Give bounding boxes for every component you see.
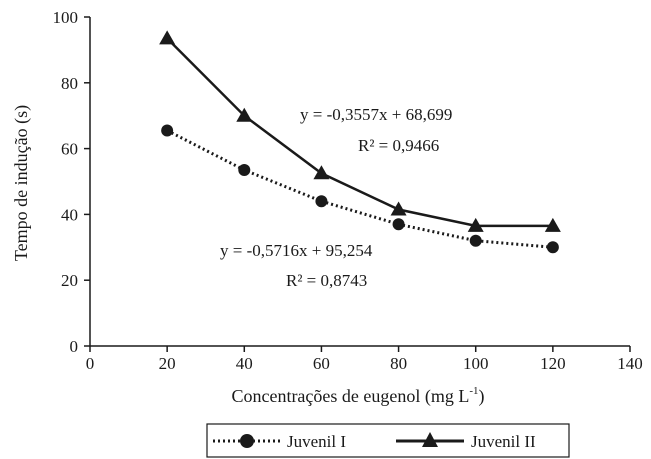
data-point-series-2 bbox=[159, 30, 176, 45]
x-axis-ticks: 0 20 40 60 80 100 120 140 bbox=[86, 346, 643, 373]
data-point-series-2 bbox=[313, 165, 330, 180]
legend-label-juvenil-ii: Juvenil II bbox=[471, 432, 536, 451]
x-axis-title-suffix: ) bbox=[479, 386, 485, 407]
legend: Juvenil I Juvenil II bbox=[206, 423, 570, 458]
legend-marker-juvenil-ii bbox=[422, 432, 438, 447]
x-axis-title-superscript: -1 bbox=[469, 385, 478, 397]
x-tick-label: 40 bbox=[236, 354, 253, 373]
x-tick-label: 100 bbox=[463, 354, 489, 373]
data-point-series-1 bbox=[238, 163, 251, 176]
legend-marker-juvenil-i bbox=[240, 434, 254, 448]
annotation-r2-top: R² = 0,9466 bbox=[358, 136, 439, 155]
y-tick-label: 100 bbox=[53, 8, 79, 27]
annotation-equation-bottom: y = -0,5716x + 95,254 bbox=[220, 241, 373, 260]
x-tick-label: 60 bbox=[313, 354, 330, 373]
y-tick-label: 40 bbox=[61, 205, 78, 224]
y-axis-ticks: 0 20 40 60 80 100 bbox=[53, 8, 90, 356]
y-tick-label: 0 bbox=[70, 337, 79, 356]
data-point-series-1 bbox=[392, 218, 405, 231]
data-point-series-1 bbox=[161, 124, 174, 137]
x-axis-title-main: Concentrações de eugenol (mg L bbox=[231, 386, 469, 407]
x-tick-label: 140 bbox=[617, 354, 643, 373]
x-axis-title: Concentrações de eugenol (mg L-1) bbox=[231, 385, 484, 407]
data-point-series-2 bbox=[544, 217, 561, 232]
y-tick-label: 20 bbox=[61, 271, 78, 290]
x-tick-label: 0 bbox=[86, 354, 95, 373]
data-point-series-2 bbox=[467, 217, 484, 232]
series-layer bbox=[159, 30, 561, 254]
data-point-series-2 bbox=[236, 107, 253, 122]
x-tick-label: 120 bbox=[540, 354, 566, 373]
data-point-series-1 bbox=[469, 234, 482, 247]
annotation-r2-bottom: R² = 0,8743 bbox=[286, 271, 367, 290]
legend-label-juvenil-i: Juvenil I bbox=[287, 432, 346, 451]
y-tick-label: 80 bbox=[61, 74, 78, 93]
y-tick-label: 60 bbox=[61, 140, 78, 159]
annotation-equation-top: y = -0,3557x + 68,699 bbox=[300, 105, 452, 124]
y-axis-title: Tempo de indução (s) bbox=[11, 105, 32, 261]
data-point-series-1 bbox=[315, 195, 328, 208]
x-tick-label: 20 bbox=[159, 354, 176, 373]
data-point-series-2 bbox=[390, 201, 407, 216]
legend-frame bbox=[206, 423, 570, 458]
series-line-1 bbox=[166, 129, 554, 249]
data-point-series-1 bbox=[546, 241, 559, 254]
x-tick-label: 80 bbox=[390, 354, 407, 373]
series-line-2 bbox=[166, 37, 553, 228]
